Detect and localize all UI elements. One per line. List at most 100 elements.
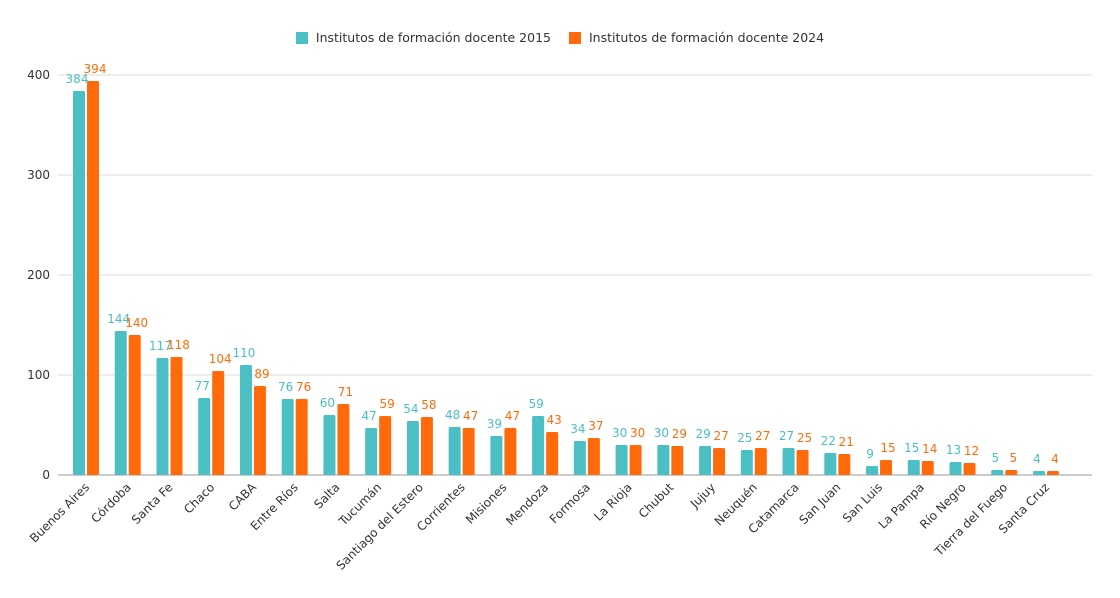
data-label: 43 [546,413,561,427]
data-label: 37 [588,419,603,433]
bar [87,81,99,475]
bar [866,466,879,475]
x-tick-label: La Rioja [591,480,635,524]
x-tick-label: Buenos Aires [27,480,92,545]
bar [212,371,225,475]
bar [546,432,559,475]
data-label: 12 [964,444,979,458]
data-label: 48 [445,408,460,422]
legend-item-2024[interactable]: Institutos de formación docente 2024 [569,30,824,45]
data-label: 30 [654,426,669,440]
data-label: 25 [737,431,752,445]
data-label: 394 [84,62,107,76]
x-tick-label: Córdoba [88,480,134,526]
bar [156,358,169,475]
bar [337,404,350,475]
bar [379,416,392,475]
bar [824,453,837,475]
data-label: 27 [779,429,794,443]
data-label: 15 [904,441,919,455]
data-label: 54 [403,402,418,416]
data-label: 144 [107,312,130,326]
x-tick-label: San Juan [796,480,843,527]
data-label: 5 [991,451,999,465]
legend: Institutos de formación docente 2015 Ins… [0,30,1120,45]
bar [504,428,517,475]
bar [713,448,726,475]
bar [1005,470,1018,475]
y-tick-label: 300 [27,168,50,182]
bar [406,421,419,475]
bar [880,460,893,475]
data-label: 76 [278,380,293,394]
data-label: 13 [946,443,961,457]
bar [629,445,642,475]
data-label: 118 [167,338,190,352]
bar [754,448,767,475]
y-tick-label: 100 [27,368,50,382]
data-label: 110 [233,346,256,360]
data-label: 27 [755,429,770,443]
bar [615,445,628,475]
x-tick-label: Chaco [181,480,217,516]
bar [921,461,934,475]
bar [671,446,684,475]
bar [253,386,266,475]
data-label: 59 [380,397,395,411]
x-tick-label: Santa Fe [129,480,176,527]
data-label: 77 [195,379,210,393]
bar [295,399,308,475]
legend-label-2015: Institutos de formación docente 2015 [315,30,551,45]
data-label: 117 [149,339,172,353]
data-label: 14 [922,442,937,456]
legend-item-2015[interactable]: Institutos de formación docente 2015 [295,30,551,45]
bar [1033,471,1045,475]
data-label: 25 [797,431,812,445]
x-tick-label: Formosa [547,480,593,526]
x-tick-label: Jujuy [687,480,718,511]
bar [73,91,85,475]
bar [281,399,294,475]
data-label: 71 [338,385,353,399]
data-label: 39 [487,417,502,431]
data-label: 4 [1033,452,1041,466]
x-tick-label: Misiones [463,480,510,527]
data-label: 60 [320,396,335,410]
bar [170,357,183,475]
data-label: 5 [1009,451,1017,465]
x-tick-label: Mendoza [503,480,551,528]
data-label: 34 [570,422,585,436]
bar [198,398,211,475]
data-label: 30 [630,426,645,440]
data-label: 384 [66,72,89,86]
bar [699,446,712,475]
bar [420,417,433,475]
data-label: 104 [209,352,232,366]
x-tick-label: Chubut [636,480,677,521]
x-tick-label: CABA [226,480,260,514]
bar [490,436,503,475]
legend-label-2024: Institutos de formación docente 2024 [589,30,825,45]
data-label: 29 [672,427,687,441]
bar [573,441,586,475]
data-label: 9 [866,447,874,461]
x-tick-label: Salta [311,480,342,511]
legend-swatch-2015 [295,31,308,44]
bar [796,450,809,475]
bar [128,335,141,475]
data-label: 15 [880,441,895,455]
bar [365,428,378,475]
data-label: 140 [125,316,148,330]
bar [740,450,753,475]
bar [532,416,545,475]
bar [838,454,851,475]
x-tick-label: Tierra del Fuego [931,480,1010,559]
data-label: 22 [821,434,836,448]
bar [949,462,962,475]
legend-swatch-2024 [569,31,581,44]
bar [963,463,976,475]
bar [991,470,1004,475]
bar [587,438,600,475]
data-label: 89 [254,367,269,381]
